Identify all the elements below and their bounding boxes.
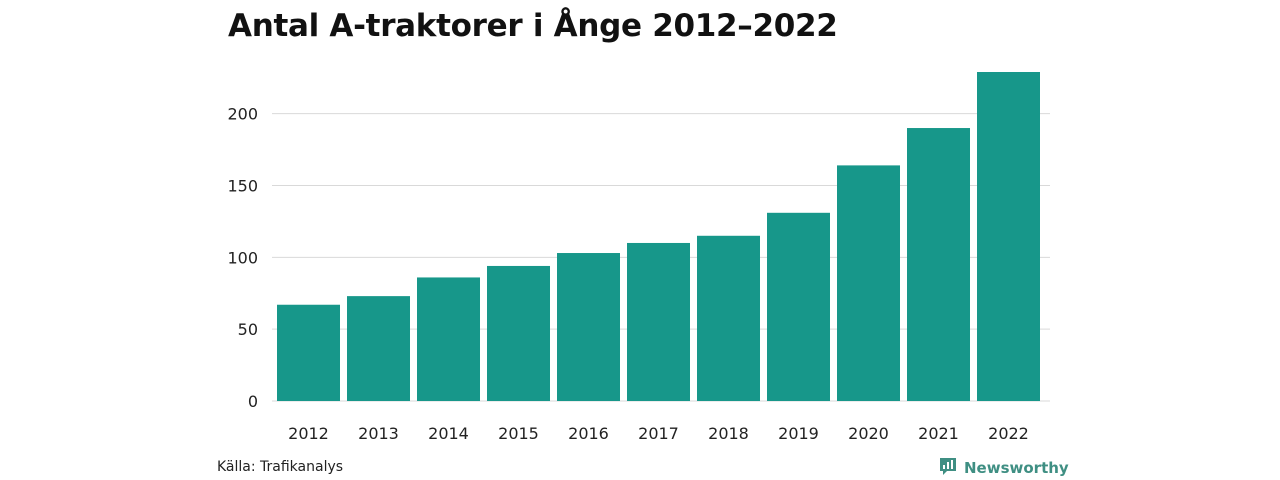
x-tick-label: 2012 bbox=[288, 424, 329, 443]
x-tick-label: 2014 bbox=[428, 424, 469, 443]
x-tick-label: 2018 bbox=[708, 424, 749, 443]
x-tick-label: 2017 bbox=[638, 424, 679, 443]
chart-title: Antal A-traktorer i Ånge 2012–2022 bbox=[228, 8, 838, 44]
bar-2015 bbox=[487, 265, 550, 401]
y-tick-label: 50 bbox=[238, 320, 258, 339]
x-tick-label: 2020 bbox=[848, 424, 889, 443]
y-tick-label: 200 bbox=[227, 105, 258, 124]
bar-2017 bbox=[627, 242, 690, 401]
bar-2018 bbox=[697, 235, 760, 401]
bar-2013 bbox=[347, 296, 410, 401]
x-tick-label: 2015 bbox=[498, 424, 539, 443]
bar-2022 bbox=[977, 72, 1040, 401]
bar-2019 bbox=[767, 212, 830, 401]
brand-logo[interactable]: Newsworthy bbox=[938, 456, 1069, 480]
y-tick-label: 0 bbox=[248, 392, 258, 411]
bars bbox=[277, 72, 1040, 401]
newsworthy-logo-icon bbox=[938, 456, 958, 480]
bar-2014 bbox=[417, 277, 480, 401]
x-tick-label: 2016 bbox=[568, 424, 609, 443]
x-tick-label: 2013 bbox=[358, 424, 399, 443]
brand-name: Newsworthy bbox=[964, 459, 1069, 477]
x-axis-ticks: 2012 2013 2014 2015 2016 2017 2018 2019 2020 2021… bbox=[288, 424, 1029, 443]
bar-2021 bbox=[907, 128, 970, 401]
y-axis-ticks: 0 50 100 150 200 bbox=[227, 105, 258, 411]
x-tick-label: 2022 bbox=[988, 424, 1029, 443]
bar-2016 bbox=[557, 253, 620, 401]
bar-2012 bbox=[277, 304, 340, 401]
x-tick-label: 2019 bbox=[778, 424, 819, 443]
source-note: Källa: Trafikanalys bbox=[217, 459, 344, 475]
bar-2020 bbox=[837, 165, 900, 401]
y-tick-label: 150 bbox=[227, 176, 258, 195]
y-tick-label: 100 bbox=[227, 248, 258, 267]
x-tick-label: 2021 bbox=[918, 424, 959, 443]
